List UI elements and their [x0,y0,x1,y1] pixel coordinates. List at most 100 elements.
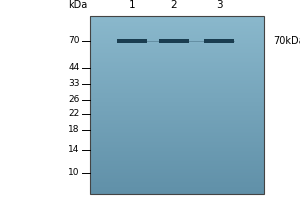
Bar [90,189,264,191]
Bar [90,180,264,182]
Text: 44: 44 [68,63,80,72]
Bar [90,152,264,154]
Bar [90,17,264,19]
Bar [90,100,264,102]
Bar [90,39,264,41]
Text: 26: 26 [68,95,80,104]
Bar [90,167,264,169]
Bar [90,97,264,99]
Bar [90,35,264,37]
Bar [90,87,264,89]
Text: kDa: kDa [68,0,87,10]
Bar [90,186,264,188]
Bar [90,45,264,47]
Bar [90,183,264,185]
Bar [90,168,264,170]
Bar [90,161,264,163]
Bar [90,59,264,60]
Bar [90,20,264,22]
Bar [90,164,264,166]
Bar [90,90,264,92]
Bar [90,179,264,181]
Bar [90,103,264,105]
Text: 70: 70 [68,36,80,45]
Bar [90,76,264,78]
Bar [90,29,264,31]
Bar [90,162,264,164]
Bar [90,145,264,147]
Bar [90,131,264,133]
Bar [90,106,264,108]
Bar [90,50,264,52]
Bar [90,60,264,62]
Bar [90,16,264,17]
Text: 14: 14 [68,145,80,154]
Bar [90,30,264,32]
Text: 3: 3 [216,0,222,10]
Bar [90,42,264,44]
Bar [90,108,264,109]
Bar [90,27,264,29]
Bar [90,54,264,56]
Bar [90,78,264,80]
Bar [90,136,264,138]
Bar [90,165,264,167]
Bar [90,105,264,106]
Bar [90,66,264,68]
Bar [90,81,264,83]
Bar [90,177,264,179]
Bar [90,185,264,187]
Bar [90,121,264,123]
Bar [90,191,264,193]
Bar [90,91,264,93]
Bar [90,174,264,176]
Bar [90,93,264,95]
Bar [90,33,264,35]
Bar [90,125,264,127]
Bar [90,38,264,40]
Text: 10: 10 [68,168,80,177]
Bar [90,23,264,25]
Bar [90,19,264,20]
Bar [90,32,264,34]
Bar [90,182,264,184]
Bar [90,171,264,173]
Bar [90,115,264,117]
Bar [90,111,264,112]
Bar [90,47,264,49]
Bar [90,142,264,144]
Bar [90,68,264,69]
Bar [90,192,264,194]
Bar [90,118,264,120]
Bar [90,170,264,172]
Bar [90,16,264,194]
Bar [90,88,264,90]
Bar [90,44,264,46]
Bar [90,109,264,111]
Bar [90,140,264,142]
Bar [90,63,264,65]
Bar [90,137,264,139]
Bar [90,151,264,152]
Bar [90,79,264,81]
Bar [90,36,264,38]
Bar [90,41,264,43]
Bar [90,94,264,96]
Bar [90,99,264,101]
Bar [90,75,264,77]
Bar [90,62,264,63]
Bar [204,39,234,43]
Bar [90,128,264,130]
Bar [90,159,264,161]
Bar [90,70,264,72]
Bar [90,146,264,148]
Bar [90,82,264,84]
Bar [90,65,264,66]
Bar [90,84,264,86]
Bar [90,22,264,23]
Bar [90,69,264,71]
Bar [90,56,264,58]
Bar [90,122,264,124]
Bar [90,73,264,75]
Bar [90,127,264,129]
